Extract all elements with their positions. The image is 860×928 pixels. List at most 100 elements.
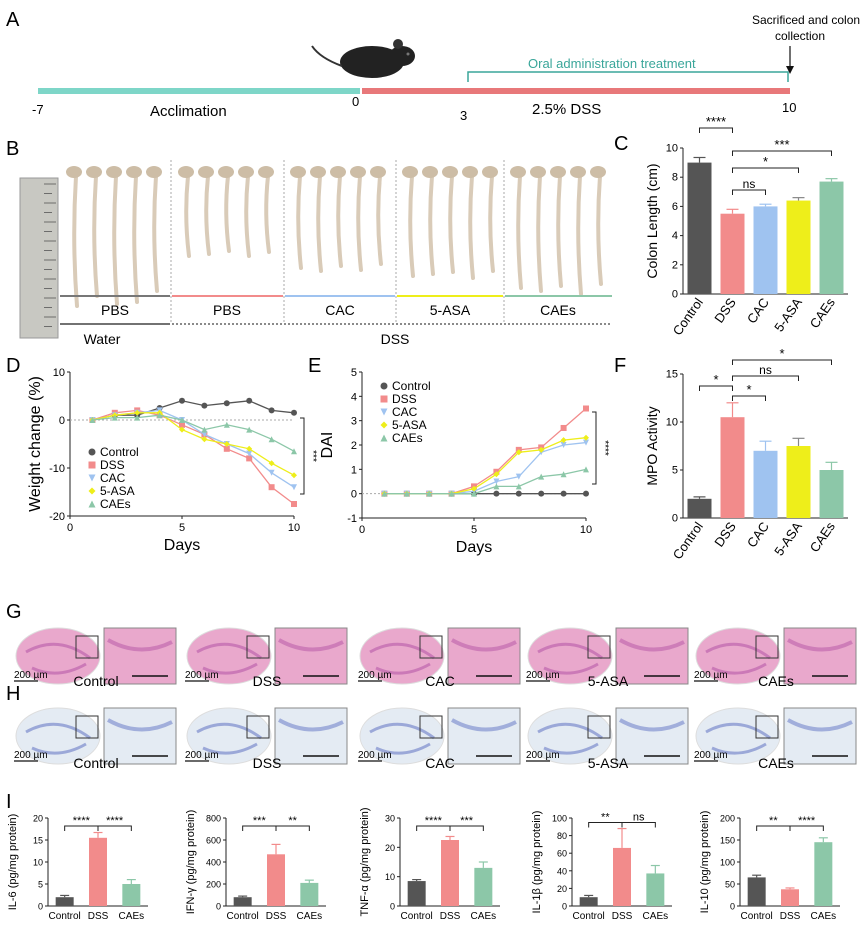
y-tick-label: 400 — [206, 858, 221, 868]
category-label: Control — [573, 911, 605, 922]
y-tick-label: 10 — [385, 872, 395, 882]
panel-label-h: H — [6, 683, 20, 705]
inset-folds — [619, 718, 685, 732]
data-point — [179, 417, 185, 423]
y-tick-label: 5 — [351, 367, 357, 379]
sig-label: ns — [743, 177, 756, 191]
zoom-inset — [615, 627, 689, 685]
water-label: Water — [84, 331, 121, 347]
day-minus7: -7 — [32, 102, 44, 117]
data-point — [246, 397, 253, 404]
mouse-icon — [311, 39, 415, 78]
data-point — [380, 421, 388, 429]
series-line — [92, 400, 295, 421]
y-tick-label: 6 — [672, 201, 678, 213]
y-tick-label: 4 — [672, 230, 678, 242]
category-label: DSS — [612, 911, 633, 922]
category-label: DSS — [440, 911, 461, 922]
y-tick-label: 800 — [206, 814, 221, 824]
colon-group-label: PBS — [213, 302, 241, 318]
histology-label: Control — [73, 755, 118, 771]
bar — [720, 417, 745, 518]
y-tick-label: 8 — [672, 172, 678, 184]
data-point — [380, 434, 388, 442]
data-point — [88, 448, 96, 456]
bar — [747, 877, 766, 906]
data-point — [223, 421, 230, 428]
cecum — [422, 166, 438, 178]
category-label: CAEs — [807, 295, 839, 331]
tissue-folds — [537, 642, 603, 675]
bar — [613, 847, 631, 906]
sig-label: **** — [706, 114, 726, 129]
y-tick-label: 20 — [557, 884, 567, 894]
legend-label: 5-ASA — [392, 418, 427, 432]
histology-panels: 200 µm Control 200 µm DSS 200 µm CAC 200 µm 5-A… — [14, 627, 857, 771]
data-point — [583, 434, 589, 441]
histology-label: CAC — [425, 673, 455, 689]
sig-label: *** — [460, 815, 474, 827]
inset-folds — [107, 718, 173, 732]
data-point — [246, 445, 253, 452]
sig-bracket — [621, 822, 656, 828]
y-tick-label: 0 — [672, 513, 678, 525]
dss-label: 2.5% DSS — [532, 101, 601, 118]
sig-label: ns — [633, 812, 645, 824]
tissue-folds — [25, 642, 91, 675]
colon-samples — [66, 166, 606, 308]
scale-label: 200 µm — [185, 750, 219, 761]
y-tick-label: 200 — [720, 814, 735, 824]
scale-label: 200 µm — [185, 670, 219, 681]
zoom-inset — [103, 707, 177, 765]
data-point — [88, 461, 96, 469]
weight-change-chart: -20 -10 0 10 0 5 10 Days Weight change (%) Contro… — [27, 367, 318, 554]
sig-label: *** — [307, 450, 318, 462]
colon-sample — [428, 174, 435, 276]
series-line — [92, 409, 295, 505]
y-tick-label: 20 — [33, 814, 43, 824]
cecum — [462, 166, 478, 178]
il1b-chart: 0 20 40 60 80 100 IL-1β (pg/mg protein) Control… — [531, 811, 672, 922]
tissue-folds — [705, 722, 771, 755]
sig-bracket — [789, 825, 824, 831]
y-axis-label: Colon Length (cm) — [644, 163, 660, 278]
y-tick-label: 3 — [351, 416, 357, 428]
cecum — [66, 166, 82, 178]
data-point — [560, 424, 567, 431]
data-point — [179, 426, 185, 433]
bar — [720, 213, 745, 294]
cecum — [570, 166, 586, 178]
data-point — [583, 405, 589, 412]
y-tick-label: 0 — [38, 902, 43, 912]
data-point — [426, 490, 433, 497]
colon-photo: PBS PBS CAC 5-ASA CAEs Water DSS — [19, 160, 612, 347]
colon-sample — [92, 174, 99, 298]
y-tick-label: 60 — [557, 849, 567, 859]
category-label: DSS — [711, 519, 739, 550]
x-tick-label: 10 — [288, 522, 300, 534]
series-line — [92, 412, 295, 476]
data-point — [246, 426, 253, 433]
sig-label: * — [746, 382, 751, 397]
bar — [646, 873, 665, 906]
cecum — [126, 166, 142, 178]
category-label: CAC — [744, 295, 772, 326]
cecum — [402, 166, 418, 178]
data-point — [381, 490, 388, 497]
data-point — [88, 487, 96, 495]
colon-sample — [316, 174, 323, 273]
y-tick-label: 10 — [666, 143, 678, 155]
histology-label: DSS — [253, 755, 282, 771]
ifng-chart: 0 200 400 600 800 IFN-γ (pg/mg protein) Contro… — [185, 810, 326, 922]
zoom-inset — [274, 627, 348, 685]
bar — [819, 470, 844, 518]
zoom-inset — [783, 707, 857, 765]
y-tick-label: 150 — [720, 836, 735, 846]
sig-label: ** — [769, 815, 778, 827]
y-tick-label: 100 — [552, 814, 567, 824]
cecum — [178, 166, 194, 178]
data-point — [560, 490, 567, 497]
y-axis-label: MPO Activity — [644, 406, 660, 485]
y-tick-label: 100 — [720, 858, 735, 868]
bar — [814, 842, 833, 906]
